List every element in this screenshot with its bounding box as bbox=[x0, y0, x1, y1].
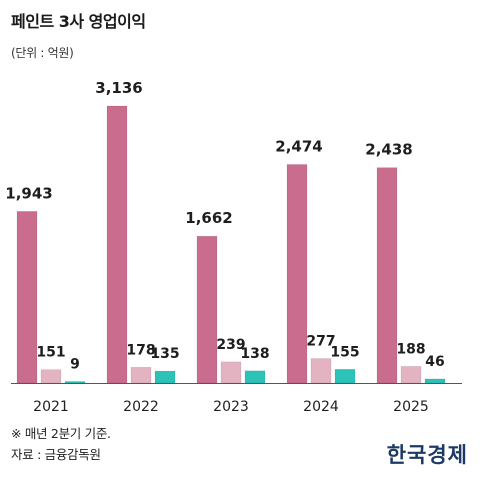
value-label-s1-2025: 2,438 bbox=[365, 141, 412, 159]
brand-logo: 한국경제 bbox=[386, 442, 468, 467]
footnote: ※ 매년 2분기 기준. bbox=[11, 426, 111, 441]
bar-s1-2024 bbox=[286, 164, 308, 384]
value-label-s2-2025: 188 bbox=[396, 341, 425, 357]
bar-s2-2025 bbox=[400, 366, 422, 384]
value-label-s3-2021: 9 bbox=[70, 357, 80, 373]
x-tick-label-2021: 2021 bbox=[33, 399, 69, 415]
source-label: 자료 : 금융감독원 bbox=[11, 447, 101, 462]
bar-s2-2022 bbox=[130, 366, 152, 384]
x-tick-label-2024: 2024 bbox=[303, 399, 339, 415]
bar-s2-2024 bbox=[310, 358, 332, 384]
bar-s1-2021 bbox=[16, 211, 38, 384]
bar-s3-2023 bbox=[244, 370, 266, 384]
chart-title: 페인트 3사 영업이익 bbox=[11, 12, 146, 31]
value-label-s3-2023: 138 bbox=[240, 346, 269, 362]
value-label-s1-2024: 2,474 bbox=[275, 137, 322, 155]
value-label-s1-2023: 1,662 bbox=[185, 209, 232, 227]
x-tick-label-2022: 2022 bbox=[123, 399, 159, 415]
value-label-s2-2021: 151 bbox=[36, 345, 65, 361]
x-tick-label-2023: 2023 bbox=[213, 399, 249, 415]
bar-s3-2025 bbox=[424, 378, 446, 384]
bar-s2-2023 bbox=[220, 361, 242, 384]
bar-s1-2025 bbox=[376, 167, 398, 384]
bar-s2-2021 bbox=[40, 369, 62, 384]
value-label-s2-2022: 178 bbox=[126, 342, 155, 358]
unit-label: (단위 : 억원) bbox=[11, 46, 74, 60]
bar-s1-2023 bbox=[196, 235, 218, 384]
value-label-s3-2024: 155 bbox=[330, 344, 359, 360]
bar-s1-2022 bbox=[106, 105, 128, 384]
value-label-s1-2022: 3,136 bbox=[95, 79, 142, 97]
value-label-s2-2024: 277 bbox=[306, 334, 335, 350]
value-label-s2-2023: 239 bbox=[216, 337, 245, 353]
value-label-s3-2022: 135 bbox=[150, 346, 179, 362]
bar-s3-2024 bbox=[334, 369, 356, 384]
bar-s3-2022 bbox=[154, 370, 176, 384]
bar-s3-2021 bbox=[64, 381, 86, 384]
value-label-s1-2021: 1,943 bbox=[5, 184, 52, 202]
value-label-s3-2025: 46 bbox=[425, 354, 444, 370]
x-tick-label-2025: 2025 bbox=[393, 399, 429, 415]
